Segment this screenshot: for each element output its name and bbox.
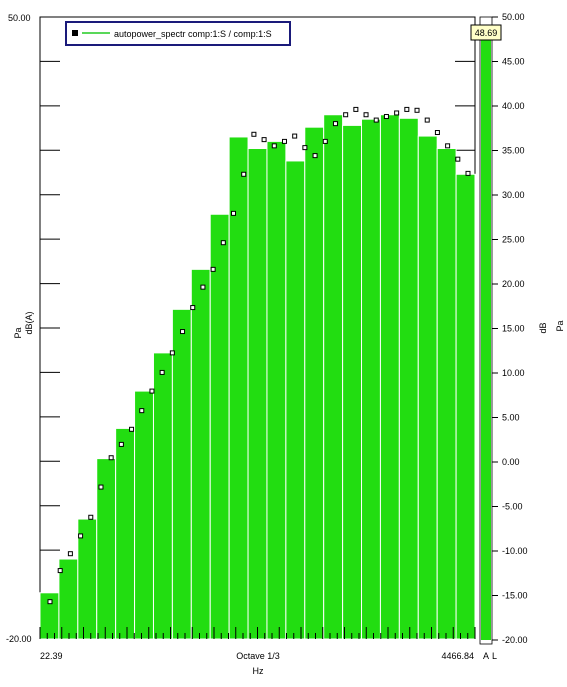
data-point — [312, 153, 318, 159]
data-point — [129, 426, 135, 432]
right-axis-unit-pa: Pa — [555, 320, 565, 331]
bar — [379, 114, 400, 640]
right-axis-tick-label: -5.00 — [502, 502, 523, 512]
data-point — [98, 484, 104, 490]
y-axis-unit-pa: Pa — [13, 327, 23, 338]
right-axis-tick-label: 35.00 — [502, 146, 525, 156]
right-axis-tick-label: 15.00 — [502, 324, 525, 334]
right-axis-tick-label: -15.00 — [502, 591, 528, 601]
data-point — [322, 138, 328, 144]
bar — [190, 268, 211, 640]
x-axis-unit: Hz — [253, 666, 264, 676]
data-point — [445, 143, 451, 149]
data-point — [180, 329, 186, 335]
y-axis-unit-dba: dB(A) — [24, 311, 34, 334]
legend-box — [65, 21, 291, 46]
data-point — [88, 514, 94, 520]
y-axis-top-label: 50.00 — [8, 13, 31, 23]
y-axis-bottom-label: -20.00 — [6, 634, 32, 644]
data-point — [465, 170, 471, 176]
right-axis-tick-label: 30.00 — [502, 190, 525, 200]
data-point — [332, 121, 338, 127]
bar — [285, 160, 306, 640]
data-point — [118, 441, 124, 447]
data-point — [302, 145, 308, 151]
bar — [323, 114, 344, 640]
bar — [247, 148, 268, 640]
right-axis-unit-db: dB — [538, 322, 548, 333]
data-point — [57, 568, 63, 574]
data-point — [210, 266, 216, 272]
data-point — [434, 130, 440, 136]
data-point — [383, 114, 389, 120]
x-axis-right-label: 4466.84 — [441, 651, 474, 661]
overall-label-l: L — [492, 651, 497, 661]
right-axis-tick-label: 50.00 — [502, 12, 525, 22]
right-axis-tick-label: 45.00 — [502, 57, 525, 67]
data-point — [292, 133, 298, 139]
bar — [304, 126, 325, 640]
bar — [455, 173, 476, 640]
bar — [115, 427, 136, 640]
data-point — [169, 350, 175, 356]
bar — [171, 308, 192, 640]
legend-marker-icon — [72, 30, 78, 36]
right-axis-tick-label: 10.00 — [502, 368, 525, 378]
data-point — [241, 171, 247, 177]
overall-value-box — [470, 24, 502, 41]
x-axis-center-label: Octave 1/3 — [236, 651, 280, 661]
data-point — [394, 110, 400, 116]
right-axis-tick-label: 25.00 — [502, 235, 525, 245]
data-point — [373, 117, 379, 123]
bar — [134, 390, 154, 640]
bar — [342, 124, 363, 640]
data-point — [414, 107, 420, 113]
data-point — [281, 138, 287, 144]
bar — [436, 148, 457, 640]
data-point — [159, 369, 165, 375]
data-point — [139, 408, 145, 414]
right-axis-tick-label: 0.00 — [502, 457, 520, 467]
bar — [266, 140, 287, 640]
right-axis-tick-label: -20.00 — [502, 635, 528, 645]
bar — [398, 117, 419, 640]
bar — [361, 118, 381, 640]
bar — [209, 213, 230, 640]
data-point — [231, 210, 237, 216]
data-point — [261, 137, 267, 143]
right-axis-tick-label: 5.00 — [502, 413, 520, 423]
data-point — [404, 106, 410, 112]
right-axis-tick-label: 20.00 — [502, 279, 525, 289]
legend-label: autopower_spectr comp:1:S / comp:1:S — [114, 29, 272, 39]
bar — [152, 352, 173, 640]
data-point — [363, 112, 369, 118]
data-point — [455, 156, 461, 162]
data-point — [343, 112, 349, 118]
data-point — [424, 117, 430, 123]
right-axis-tick-label: 40.00 — [502, 101, 525, 111]
right-axis-tick-label: -10.00 — [502, 546, 528, 556]
data-point — [47, 599, 53, 605]
data-point — [190, 305, 196, 311]
data-point — [251, 131, 257, 137]
data-point — [78, 533, 84, 539]
overall-label-a: A — [483, 651, 489, 661]
data-point — [108, 455, 114, 461]
data-point — [220, 240, 226, 246]
overall-value: 48.69 — [475, 28, 498, 38]
bar — [417, 135, 438, 640]
data-point — [67, 551, 73, 557]
data-point — [200, 284, 206, 290]
overall-level-bar — [481, 28, 491, 641]
data-point — [149, 388, 155, 394]
x-axis-left-label: 22.39 — [40, 651, 63, 661]
data-point — [271, 143, 277, 149]
data-point — [353, 106, 359, 112]
